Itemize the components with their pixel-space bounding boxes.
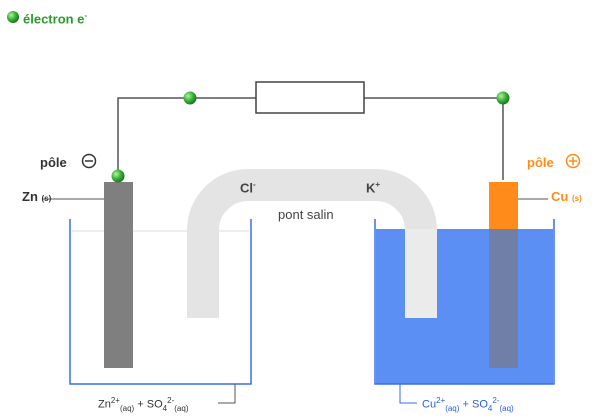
left-solution-leader bbox=[218, 384, 236, 404]
electron-icon bbox=[183, 91, 197, 105]
right-beaker bbox=[374, 219, 555, 385]
salt-bridge-label: pont salin bbox=[278, 207, 334, 222]
electron-icon bbox=[496, 91, 510, 105]
electron-icon bbox=[111, 169, 125, 183]
negative-pole-icon bbox=[81, 153, 97, 169]
copper-label: Cu (s) bbox=[551, 189, 582, 204]
positive-pole-icon bbox=[565, 153, 581, 169]
positive-pole-label: pôle bbox=[527, 155, 554, 170]
negative-pole-label: pôle bbox=[40, 155, 67, 170]
copper-electrode-submerged bbox=[489, 229, 518, 368]
potassium-ion-label: K+ bbox=[366, 180, 381, 196]
zinc-label: Zn (s) bbox=[22, 189, 52, 204]
salt-bridge-right-in-solution bbox=[405, 229, 437, 318]
left-solution-label: Zn2+(aq) + SO42-(aq) bbox=[98, 396, 189, 413]
copper-electrode-above bbox=[489, 182, 518, 229]
right-solution-leader bbox=[399, 384, 417, 404]
legend-electron-icon bbox=[7, 11, 19, 23]
zinc-electrode bbox=[104, 182, 133, 368]
chloride-ion-label: Cl- bbox=[240, 180, 256, 196]
salt-bridge bbox=[187, 169, 437, 318]
right-solution-label: Cu2+(aq) + SO42-(aq) bbox=[422, 396, 514, 413]
copper-sulfate-solution bbox=[376, 229, 553, 384]
left-beaker bbox=[69, 219, 252, 385]
resistor bbox=[255, 81, 365, 114]
legend-label: électron e- bbox=[23, 11, 88, 27]
